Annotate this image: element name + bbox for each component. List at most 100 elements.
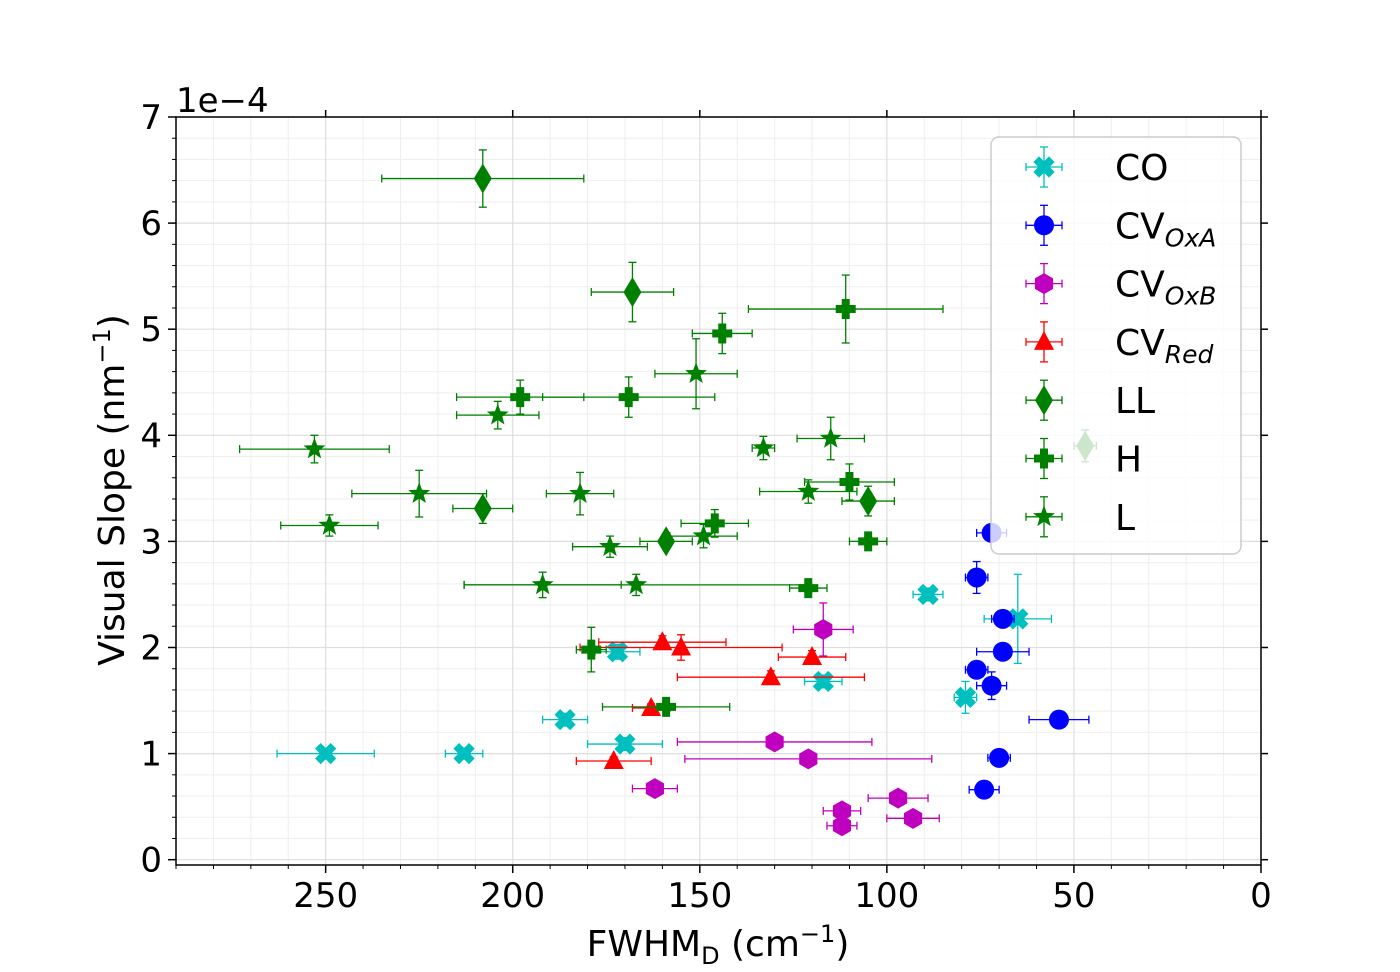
data-point <box>966 659 987 680</box>
y-tick-label: 4 <box>140 416 162 456</box>
data-point <box>835 299 856 320</box>
data-point <box>473 493 492 524</box>
x-label-sub: D <box>701 942 719 970</box>
x-axis-label: FWHMD (cm−1) <box>587 920 850 970</box>
data-point <box>974 779 995 800</box>
y-tick-label: 6 <box>140 204 162 244</box>
legend-marker <box>1033 505 1055 527</box>
legend-box <box>990 136 1242 555</box>
data-point <box>802 646 823 666</box>
legend-label-main: LL <box>1115 381 1155 422</box>
data-point <box>656 696 677 717</box>
data-point <box>625 573 648 595</box>
data-point <box>832 800 852 822</box>
data-point <box>765 731 784 753</box>
data-point <box>992 608 1013 629</box>
legend-item-cv-red: CVRed <box>1025 321 1214 369</box>
y-tick-label: 0 <box>140 841 162 881</box>
x-label-sup: −1 <box>800 920 835 948</box>
data-point <box>652 631 673 651</box>
series-ll <box>381 149 1098 557</box>
series-co <box>276 573 1053 765</box>
data-point <box>917 583 939 606</box>
x-tick-label: 50 <box>1052 876 1095 916</box>
data-point <box>569 482 592 503</box>
series-layer <box>238 149 1098 837</box>
data-point <box>453 742 475 765</box>
data-point <box>799 748 818 770</box>
legend-marker <box>1035 385 1053 416</box>
y-tick-label: 1 <box>140 735 162 775</box>
y-label-main: Visual Slope (nm <box>92 364 133 666</box>
data-point <box>692 524 715 546</box>
data-point <box>903 807 923 829</box>
data-point <box>859 486 878 517</box>
legend-label-main: H <box>1115 440 1142 481</box>
series-cv-oxa <box>964 522 1090 800</box>
x-label-rest: (cm <box>720 924 800 965</box>
data-point <box>645 778 664 800</box>
legend-label-main: CV <box>1115 323 1165 364</box>
data-point <box>832 815 852 837</box>
legend-label: CO <box>1115 148 1168 189</box>
data-point <box>318 513 341 535</box>
legend-label-main: CV <box>1115 265 1165 306</box>
data-point <box>814 618 833 640</box>
legend-item-co: CO <box>1025 146 1168 189</box>
data-point <box>992 641 1013 662</box>
data-point <box>581 639 602 660</box>
data-point <box>606 641 629 663</box>
data-point <box>966 567 987 588</box>
series-cv-oxb <box>631 602 940 837</box>
x-label-close: ) <box>835 924 849 965</box>
data-point <box>1007 608 1029 630</box>
legend-label-main: CV <box>1115 206 1165 247</box>
legend-label: LL <box>1115 381 1155 422</box>
legend-label-sub: Red <box>1165 340 1214 369</box>
legend-item-cv-oxa: CVOxA <box>1025 204 1216 252</box>
legend-label: L <box>1115 498 1135 539</box>
data-point <box>812 670 834 693</box>
y-tick-label: 2 <box>140 628 162 668</box>
legend-label-main: CO <box>1115 148 1168 189</box>
series-h <box>455 274 944 717</box>
legend-label: H <box>1115 440 1142 481</box>
y-label-close: ) <box>92 314 133 328</box>
y-tick-label: 7 <box>140 98 162 138</box>
data-point <box>623 277 642 308</box>
x-tick-label: 0 <box>1250 876 1272 916</box>
legend-marker <box>1033 156 1055 178</box>
series-l <box>238 338 866 599</box>
x-tick-label: 150 <box>667 876 732 916</box>
legend-label-sub: OxB <box>1165 282 1217 311</box>
legend-label-main: L <box>1115 498 1135 539</box>
y-tick-label: 5 <box>140 310 162 350</box>
data-point <box>531 573 554 595</box>
legend-error-bar <box>1025 204 1063 246</box>
x-label-main: FWHM <box>587 924 701 965</box>
axis-ticks: 250 200 150 100 50 0 0 1 2 3 4 5 6 7 <box>140 98 1271 916</box>
data-point <box>888 787 908 809</box>
legend-marker <box>1034 448 1054 469</box>
data-point <box>819 426 842 448</box>
data-point <box>510 387 531 408</box>
y-axis-label: Visual Slope (nm−1) <box>88 314 133 666</box>
legend-label: CVOxA <box>1115 206 1216 252</box>
data-point <box>712 323 733 344</box>
data-point <box>657 526 676 557</box>
data-point <box>486 403 509 425</box>
data-point <box>1048 709 1069 730</box>
series-cv-red <box>575 631 866 770</box>
data-point <box>554 709 576 731</box>
y-tick-label: 3 <box>140 522 162 562</box>
legend-item-l: L <box>1025 496 1135 539</box>
legend-marker <box>1034 330 1054 350</box>
legend-label: CVRed <box>1115 323 1214 369</box>
data-point <box>981 675 1002 696</box>
legend-marker <box>1034 273 1054 295</box>
x-tick-label: 200 <box>480 876 545 916</box>
data-point <box>603 750 624 770</box>
